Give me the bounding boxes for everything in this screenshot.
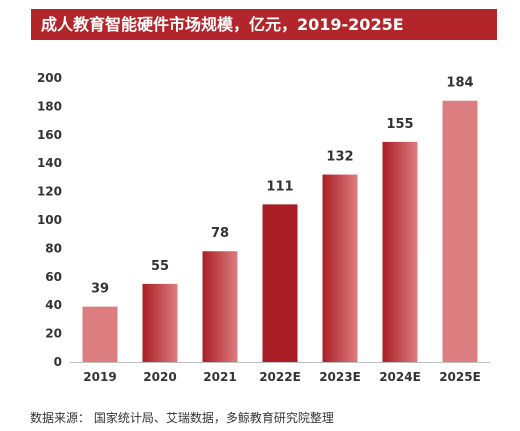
bar-2021: [202, 251, 238, 362]
y-tick-label: 200: [37, 71, 62, 85]
bar-2022E: [262, 204, 298, 362]
data-label: 184: [446, 76, 473, 91]
y-tick-label: 140: [37, 156, 62, 170]
bars: 39 55 78 111 132 155 184: [82, 76, 478, 362]
x-tick-label: 2020: [143, 370, 176, 384]
x-tick-label: 2023E: [319, 370, 361, 384]
data-label: 39: [91, 282, 109, 297]
bar-2025E: [442, 100, 478, 362]
y-tick-label: 60: [45, 270, 62, 284]
y-tick-label: 120: [37, 185, 62, 199]
data-source-note: 数据来源： 国家统计局、艾瑞数据，多鲸教育研究院整理: [30, 411, 334, 425]
y-tick-label: 100: [37, 213, 62, 227]
x-tick-label: 2024E: [379, 370, 421, 384]
bar-2019: [82, 306, 118, 362]
y-tick-label: 20: [45, 327, 62, 341]
y-tick-label: 80: [45, 241, 62, 255]
data-label: 111: [266, 179, 293, 194]
x-tick-label: 2025E: [439, 370, 481, 384]
chart-title: 成人教育智能硬件市场规模，亿元，2019-2025E: [31, 9, 497, 40]
bar-2023E: [322, 174, 358, 362]
data-label: 78: [211, 226, 229, 241]
x-tick-label: 2019: [83, 370, 116, 384]
y-tick-label: 160: [37, 128, 62, 142]
y-tick-label: 180: [37, 99, 62, 113]
y-tick-label: 40: [45, 298, 62, 312]
bar-2024E: [382, 141, 418, 362]
bar-2020: [142, 283, 178, 362]
data-label: 132: [326, 150, 353, 165]
y-axis: 0 20 40 60 80 100 120 140 160 180 200: [37, 71, 62, 369]
data-label: 55: [151, 259, 169, 274]
y-tick-label: 0: [54, 355, 62, 369]
data-label: 155: [386, 117, 413, 132]
x-axis: 2019 2020 2021 2022E 2023E 2024E 2025E: [70, 362, 490, 384]
x-tick-label: 2021: [203, 370, 236, 384]
x-tick-label: 2022E: [259, 370, 301, 384]
